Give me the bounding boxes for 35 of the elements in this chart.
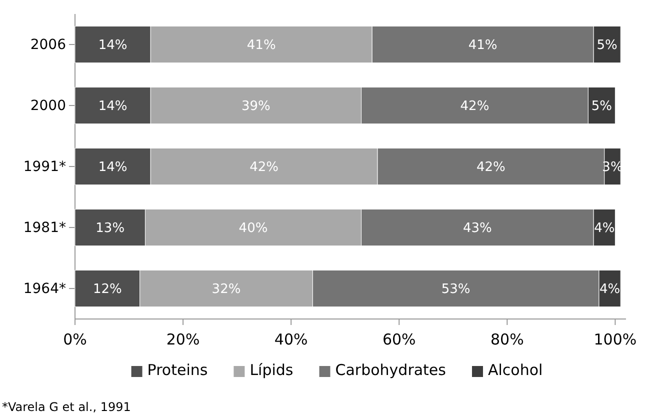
data-label: 12% — [92, 282, 122, 298]
y-tick-label: 1981* — [23, 220, 66, 236]
x-tick-label: 60% — [382, 330, 416, 348]
y-tick-label: 1964* — [23, 280, 66, 297]
x-tick-label: 100% — [594, 330, 637, 348]
data-label: 41% — [246, 38, 276, 54]
data-label: 13% — [96, 221, 125, 236]
data-label: 43% — [462, 221, 492, 236]
x-tick-label: 80% — [490, 330, 524, 348]
legend-label: Carbohydrates — [335, 361, 446, 379]
y-tick-label: 2000 — [30, 98, 66, 114]
text: *Varela G et al., 1991 — [2, 400, 131, 414]
data-label: 14% — [98, 160, 128, 176]
data-label: 39% — [242, 99, 270, 114]
legend-label: Alcohol — [488, 361, 543, 379]
data-label: 41% — [468, 38, 498, 54]
y-tick-label: 1991* — [23, 158, 66, 175]
legend-label: Lípids — [250, 361, 294, 379]
data-label: 4% — [599, 282, 620, 298]
data-label: 42% — [460, 99, 490, 114]
data-label: 4% — [594, 221, 615, 236]
y-tick-label: 2006 — [30, 36, 66, 53]
data-label: 40% — [238, 221, 268, 236]
data-label: 42% — [476, 160, 506, 176]
data-label: 53% — [441, 282, 470, 298]
data-label: 14% — [98, 38, 128, 54]
data-label: 5% — [596, 38, 618, 54]
x-tick-label: 0% — [63, 330, 87, 348]
x-tick-label: 40% — [274, 330, 308, 348]
data-label: 5% — [591, 99, 612, 114]
data-label: 32% — [212, 282, 241, 298]
data-label: 14% — [98, 99, 128, 114]
x-tick-label: 20% — [166, 330, 200, 348]
legend-label: Proteins — [147, 361, 208, 379]
data-label: 42% — [250, 160, 279, 176]
